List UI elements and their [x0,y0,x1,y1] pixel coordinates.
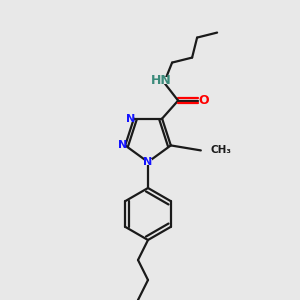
Text: HN: HN [151,74,172,87]
Text: N: N [118,140,127,150]
Bar [145,159,152,165]
Bar [119,142,126,148]
Bar [200,97,208,104]
Bar [154,77,168,84]
Text: CH₃: CH₃ [211,146,232,155]
Text: O: O [199,94,209,107]
Bar [128,116,134,122]
Text: N: N [126,114,136,124]
Text: N: N [143,157,153,167]
